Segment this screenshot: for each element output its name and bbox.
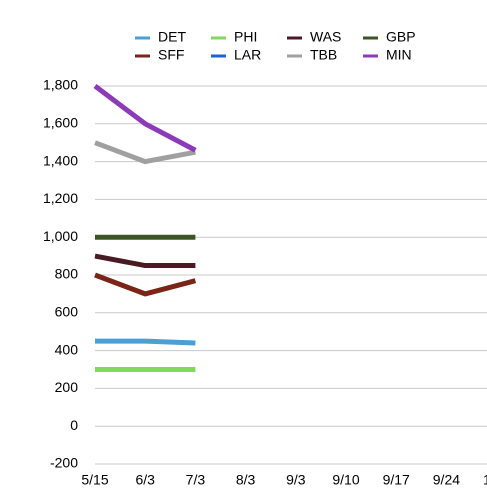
y-tick-label: 1,000 (43, 228, 78, 244)
x-tick-label: 6/3 (135, 472, 155, 488)
legend-label: WAS (310, 29, 341, 45)
x-tick-label: 9/3 (286, 472, 306, 488)
x-tick-label: 8/3 (236, 472, 256, 488)
y-tick-label: 1,400 (43, 152, 78, 168)
y-tick-label: 800 (55, 266, 79, 282)
y-tick-label: -200 (50, 455, 78, 471)
x-tick-label: 5/15 (81, 472, 108, 488)
y-tick-label: 1,600 (43, 115, 78, 131)
x-tick-label: 10/1 (483, 472, 487, 488)
y-tick-label: 400 (55, 341, 79, 357)
series-line (94, 140, 196, 165)
x-tick-label: 9/17 (383, 472, 410, 488)
x-tick-label: 9/24 (433, 472, 460, 488)
legend-label: GBP (386, 29, 416, 45)
legend-label: SFF (158, 47, 184, 63)
legend-label: TBB (310, 47, 337, 63)
y-tick-label: 1,200 (43, 190, 78, 206)
y-tick-label: 200 (55, 379, 79, 395)
legend-label: DET (158, 29, 186, 45)
series-line (95, 338, 196, 346)
y-tick-label: 0 (70, 417, 78, 433)
series-line (94, 253, 196, 269)
series-line (93, 84, 197, 153)
y-tick-label: 600 (55, 304, 79, 320)
legend-label: PHI (234, 29, 257, 45)
y-tick-label: 1,800 (43, 77, 78, 93)
legend-label: MIN (386, 47, 412, 63)
legend-label: LAR (234, 47, 261, 63)
x-tick-label: 7/3 (186, 472, 206, 488)
series-line (94, 272, 197, 297)
x-tick-label: 9/10 (332, 472, 359, 488)
